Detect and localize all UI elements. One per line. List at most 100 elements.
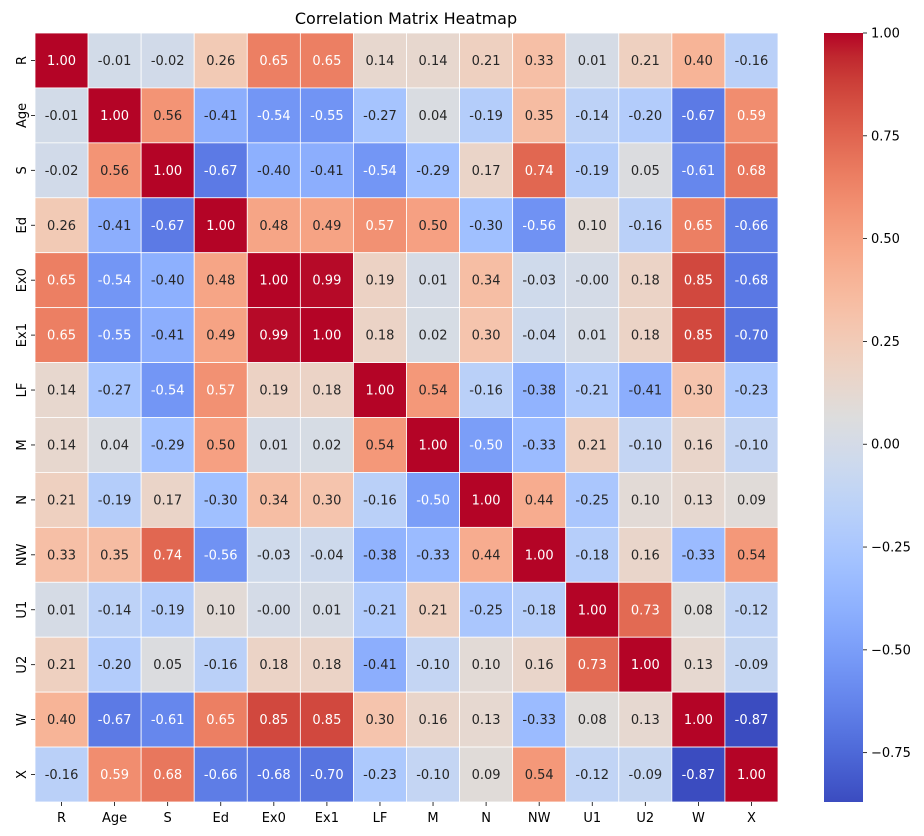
cell-value-label: -0.41 (310, 164, 344, 179)
heatmap-cell-Age-Ex0 (246, 87, 301, 144)
x-tick-label: NW (528, 811, 551, 826)
heatmap-cell-M-R (34, 417, 89, 473)
cell-value-label: -0.10 (416, 768, 450, 783)
heatmap-cell-M-Age (87, 417, 142, 473)
heatmap-cell-LF-U2 (618, 362, 673, 418)
cell-value-label: -0.33 (416, 548, 450, 563)
cell-value-label: -0.12 (575, 768, 609, 783)
cell-value-label: 0.85 (684, 329, 713, 344)
heatmap-cell-Ex0-Ex0 (246, 252, 301, 309)
heatmap-cell-W-LF (353, 691, 407, 748)
heatmap-cell-Ex1-Age (87, 307, 142, 363)
cell-value-label: -0.19 (469, 109, 503, 124)
cell-value-label: 0.35 (100, 548, 129, 563)
heatmap-cell-U2-Age (87, 636, 142, 693)
cell-value-label: 1.00 (153, 164, 182, 179)
cell-value-label: -0.27 (98, 384, 132, 399)
cell-value-label: 0.44 (525, 493, 554, 508)
heatmap-cell-LF-R (34, 362, 89, 418)
cell-value-label: 1.00 (737, 768, 766, 783)
cell-value-label: 0.02 (312, 438, 341, 453)
heatmap-cell-Ed-M (406, 197, 460, 254)
cell-value-label: 0.16 (684, 438, 713, 453)
heatmap-cell-NW-U2 (618, 526, 673, 583)
cell-value-label: 0.99 (312, 274, 341, 289)
heatmap-cell-NW-S (140, 526, 195, 583)
colorbar-tick-label: 0.50 (871, 232, 900, 247)
heatmap-cell-N-R (34, 472, 89, 528)
heatmap-cell-W-Ex0 (246, 691, 301, 748)
cell-value-label: 0.02 (419, 329, 448, 344)
cell-value-label: -0.55 (310, 109, 344, 124)
heatmap-cell-N-U1 (565, 472, 620, 528)
cell-value-label: -0.38 (522, 384, 556, 399)
heatmap-cell-X-N (459, 746, 514, 803)
heatmap-cell-U1-N (459, 581, 514, 638)
cell-value-label: -0.54 (257, 109, 291, 124)
cell-value-label: -0.67 (98, 713, 132, 728)
cell-value-label: -0.41 (98, 219, 132, 234)
colorbar-tick-label: 1.00 (871, 27, 900, 42)
colorbar-tick-label: −0.25 (871, 541, 911, 556)
cell-value-label: -0.40 (151, 274, 185, 289)
heatmap-cell-Ex1-N (459, 307, 514, 363)
heatmap-cell-LF-LF (353, 362, 407, 418)
heatmap-cell-U1-M (406, 581, 460, 638)
cell-value-label: 0.30 (365, 713, 394, 728)
heatmap-cell-U2-M (406, 636, 460, 693)
heatmap-cell-Ed-Ex1 (299, 197, 354, 254)
heatmap-cell-S-U1 (565, 142, 620, 199)
heatmap-cell-NW-Age (87, 526, 142, 583)
cell-value-label: 0.18 (365, 329, 394, 344)
heatmap-cell-Ex1-Ex1 (299, 307, 354, 363)
heatmap-cell-R-X (724, 32, 779, 89)
cell-value-label: -0.16 (735, 54, 769, 69)
heatmap-cell-M-NW (512, 417, 567, 473)
cell-value-label: 0.21 (578, 438, 607, 453)
colorbar-tick-label: 0.75 (871, 129, 900, 144)
heatmap-cell-R-S (140, 32, 195, 89)
cell-value-label: 0.34 (472, 274, 501, 289)
heatmap-cell-N-NW (512, 472, 567, 528)
cell-value-label: 0.16 (631, 548, 660, 563)
cell-value-label: 0.14 (47, 384, 76, 399)
heatmap-cells (34, 32, 779, 803)
cell-value-label: -0.41 (151, 329, 185, 344)
cell-value-label: 0.68 (153, 768, 182, 783)
colorbar-tick-label: 0.00 (871, 438, 900, 453)
x-tick-label: W (692, 811, 705, 826)
x-tick-label: Ex1 (315, 811, 339, 826)
cell-value-label: -0.21 (363, 603, 397, 618)
cell-value-label: -0.41 (204, 109, 238, 124)
heatmap-cell-U2-W (671, 636, 726, 693)
cell-value-label: -0.04 (310, 548, 344, 563)
heatmap-cell-W-N (459, 691, 514, 748)
cell-value-label: -0.50 (469, 438, 503, 453)
cell-value-label: 0.54 (737, 548, 766, 563)
heatmap-cell-Ex1-Ex0 (246, 307, 301, 363)
cell-value-label: -0.16 (629, 219, 663, 234)
cell-value-label: 0.13 (684, 658, 713, 673)
cell-value-label: 0.17 (472, 164, 501, 179)
colorbar: 1.00 0.75 0.50 0.25 0.00 −0.25 −0.50 −0.75 (824, 27, 911, 802)
cell-value-label: -0.33 (522, 713, 556, 728)
heatmap-cell-S-S (140, 142, 195, 199)
cell-value-label: -0.03 (257, 548, 291, 563)
heatmap-cell-U1-S (140, 581, 195, 638)
cell-value-label: 0.05 (631, 164, 660, 179)
heatmap-cell-NW-M (406, 526, 460, 583)
cell-value-label: -0.02 (45, 164, 79, 179)
cell-value-label: -0.19 (151, 603, 185, 618)
heatmap-cell-N-U2 (618, 472, 673, 528)
cell-value-label: 0.74 (525, 164, 554, 179)
cell-value-label: -0.67 (682, 109, 716, 124)
cell-value-label: 0.48 (259, 219, 288, 234)
cell-value-label: -0.14 (98, 603, 132, 618)
cell-value-label: -0.21 (575, 384, 609, 399)
cell-value-label: -0.23 (363, 768, 397, 783)
cell-value-label: -0.03 (522, 274, 556, 289)
cell-value-label: -0.30 (204, 493, 238, 508)
x-tick-label: Age (102, 811, 127, 826)
x-tick-label: S (164, 811, 172, 826)
cell-value-label: 0.01 (312, 603, 341, 618)
